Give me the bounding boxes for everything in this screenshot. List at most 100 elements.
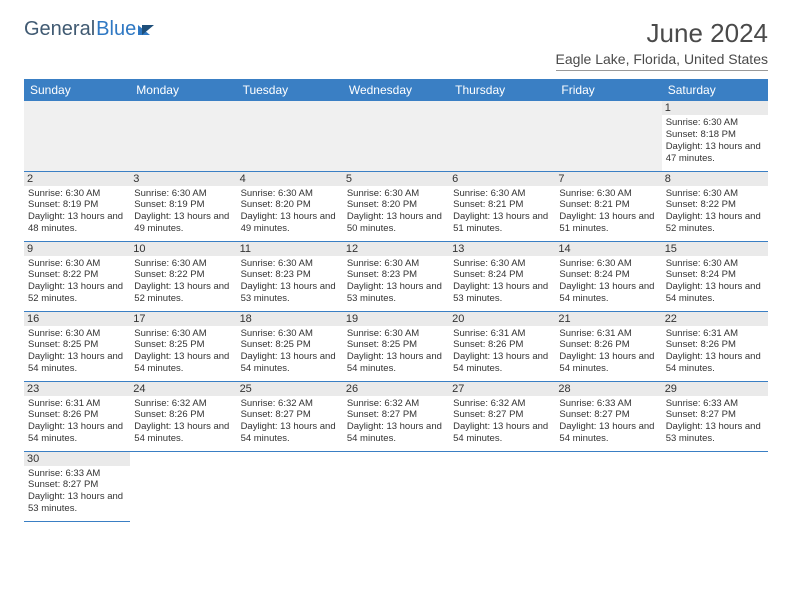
location-text: Eagle Lake, Florida, United States — [556, 51, 768, 71]
day-number: 9 — [24, 242, 130, 256]
day-number: 10 — [130, 242, 236, 256]
day-info: Sunrise: 6:33 AMSunset: 8:27 PMDaylight:… — [28, 468, 126, 516]
day-number: 3 — [130, 172, 236, 186]
day-number: 30 — [24, 452, 130, 466]
day-info: Sunrise: 6:30 AMSunset: 8:22 PMDaylight:… — [28, 258, 126, 306]
day-cell: 12 Sunrise: 6:30 AMSunset: 8:23 PMDayligh… — [343, 241, 449, 311]
day-cell — [555, 101, 661, 171]
dayhead-mon: Monday — [130, 79, 236, 101]
day-info: Sunrise: 6:32 AMSunset: 8:27 PMDaylight:… — [241, 398, 339, 446]
day-info: Sunrise: 6:32 AMSunset: 8:27 PMDaylight:… — [347, 398, 445, 446]
day-info: Sunrise: 6:30 AMSunset: 8:18 PMDaylight:… — [666, 117, 764, 165]
calendar-table: Sunday Monday Tuesday Wednesday Thursday… — [24, 79, 768, 522]
day-info: Sunrise: 6:30 AMSunset: 8:21 PMDaylight:… — [453, 188, 551, 236]
day-number: 25 — [237, 382, 343, 396]
dayhead-tue: Tuesday — [237, 79, 343, 101]
day-info: Sunrise: 6:32 AMSunset: 8:26 PMDaylight:… — [134, 398, 232, 446]
day-number: 17 — [130, 312, 236, 326]
day-info: Sunrise: 6:30 AMSunset: 8:24 PMDaylight:… — [666, 258, 764, 306]
day-cell: 10Sunrise: 6:30 AMSunset: 8:22 PMDayligh… — [130, 241, 236, 311]
day-info: Sunrise: 6:30 AMSunset: 8:25 PMDaylight:… — [134, 328, 232, 376]
day-cell: 17 Sunrise: 6:30 AMSunset: 8:25 PMDayligh… — [130, 311, 236, 381]
day-cell: 30 Sunrise: 6:33 AMSunset: 8:27 PMDayligh… — [24, 451, 130, 521]
day-cell: 14 Sunrise: 6:30 AMSunset: 8:24 PMDayligh… — [555, 241, 661, 311]
logo-sail-icon-2 — [142, 25, 154, 35]
day-cell: 18Sunrise: 6:30 AMSunset: 8:25 PMDayligh… — [237, 311, 343, 381]
day-number: 1 — [662, 101, 768, 115]
day-info: Sunrise: 6:30 AMSunset: 8:22 PMDaylight:… — [666, 188, 764, 236]
day-cell: 24Sunrise: 6:32 AMSunset: 8:26 PMDayligh… — [130, 381, 236, 451]
logo-text-1: General — [24, 18, 95, 41]
calendar-body: 1 Sunrise: 6:30 AMSunset: 8:18 PMDaylight… — [24, 101, 768, 521]
day-number: 19 — [343, 312, 449, 326]
dayhead-sun: Sunday — [24, 79, 130, 101]
day-cell — [343, 101, 449, 171]
day-cell: 29Sunrise: 6:33 AMSunset: 8:27 PMDayligh… — [662, 381, 768, 451]
day-info: Sunrise: 6:31 AMSunset: 8:26 PMDaylight:… — [559, 328, 657, 376]
logo: GeneralBlue — [24, 18, 154, 41]
day-info: Sunrise: 6:30 AMSunset: 8:24 PMDaylight:… — [453, 258, 551, 306]
day-number: 28 — [555, 382, 661, 396]
day-number: 22 — [662, 312, 768, 326]
day-info: Sunrise: 6:30 AMSunset: 8:23 PMDaylight:… — [347, 258, 445, 306]
day-info: Sunrise: 6:30 AMSunset: 8:20 PMDaylight:… — [241, 188, 339, 236]
day-cell: 25 Sunrise: 6:32 AMSunset: 8:27 PMDayligh… — [237, 381, 343, 451]
month-title: June 2024 — [556, 18, 768, 49]
day-cell: 3 Sunrise: 6:30 AMSunset: 8:19 PMDaylight… — [130, 171, 236, 241]
dayhead-wed: Wednesday — [343, 79, 449, 101]
day-info: Sunrise: 6:30 AMSunset: 8:20 PMDaylight:… — [347, 188, 445, 236]
day-cell: 20Sunrise: 6:31 AMSunset: 8:26 PMDayligh… — [449, 311, 555, 381]
day-cell — [24, 101, 130, 171]
day-info: Sunrise: 6:31 AMSunset: 8:26 PMDaylight:… — [453, 328, 551, 376]
day-number: 15 — [662, 242, 768, 256]
day-info: Sunrise: 6:30 AMSunset: 8:19 PMDaylight:… — [134, 188, 232, 236]
day-info: Sunrise: 6:30 AMSunset: 8:25 PMDaylight:… — [347, 328, 445, 376]
day-cell — [237, 451, 343, 521]
day-info: Sunrise: 6:31 AMSunset: 8:26 PMDaylight:… — [666, 328, 764, 376]
day-number: 13 — [449, 242, 555, 256]
day-cell: 7Sunrise: 6:30 AMSunset: 8:21 PMDaylight… — [555, 171, 661, 241]
day-cell: 4 Sunrise: 6:30 AMSunset: 8:20 PMDaylight… — [237, 171, 343, 241]
day-number: 16 — [24, 312, 130, 326]
day-number: 12 — [343, 242, 449, 256]
title-block: June 2024 Eagle Lake, Florida, United St… — [556, 18, 768, 71]
dayhead-thu: Thursday — [449, 79, 555, 101]
day-cell — [662, 451, 768, 521]
day-cell: 22 Sunrise: 6:31 AMSunset: 8:26 PMDayligh… — [662, 311, 768, 381]
dayhead-sat: Saturday — [662, 79, 768, 101]
week-row: 23Sunrise: 6:31 AMSunset: 8:26 PMDayligh… — [24, 381, 768, 451]
day-cell: 21 Sunrise: 6:31 AMSunset: 8:26 PMDayligh… — [555, 311, 661, 381]
day-cell: 8Sunrise: 6:30 AMSunset: 8:22 PMDaylight… — [662, 171, 768, 241]
day-info: Sunrise: 6:30 AMSunset: 8:25 PMDaylight:… — [241, 328, 339, 376]
day-cell — [343, 451, 449, 521]
week-row: 2Sunrise: 6:30 AMSunset: 8:19 PMDaylight… — [24, 171, 768, 241]
week-row: 30 Sunrise: 6:33 AMSunset: 8:27 PMDayligh… — [24, 451, 768, 521]
day-cell — [130, 101, 236, 171]
day-number: 27 — [449, 382, 555, 396]
day-cell: 19 Sunrise: 6:30 AMSunset: 8:25 PMDayligh… — [343, 311, 449, 381]
day-cell: 2Sunrise: 6:30 AMSunset: 8:19 PMDaylight… — [24, 171, 130, 241]
day-info: Sunrise: 6:30 AMSunset: 8:24 PMDaylight:… — [559, 258, 657, 306]
day-cell: 6Sunrise: 6:30 AMSunset: 8:21 PMDaylight… — [449, 171, 555, 241]
day-info: Sunrise: 6:32 AMSunset: 8:27 PMDaylight:… — [453, 398, 551, 446]
day-cell — [449, 451, 555, 521]
week-row: 9 Sunrise: 6:30 AMSunset: 8:22 PMDaylight… — [24, 241, 768, 311]
day-cell — [555, 451, 661, 521]
day-cell: 26Sunrise: 6:32 AMSunset: 8:27 PMDayligh… — [343, 381, 449, 451]
day-cell: 5 Sunrise: 6:30 AMSunset: 8:20 PMDaylight… — [343, 171, 449, 241]
week-row: 1 Sunrise: 6:30 AMSunset: 8:18 PMDaylight… — [24, 101, 768, 171]
day-number: 7 — [555, 172, 661, 186]
dayhead-fri: Friday — [555, 79, 661, 101]
day-info: Sunrise: 6:30 AMSunset: 8:19 PMDaylight:… — [28, 188, 126, 236]
day-number: 5 — [343, 172, 449, 186]
day-info: Sunrise: 6:31 AMSunset: 8:26 PMDaylight:… — [28, 398, 126, 446]
day-cell: 28Sunrise: 6:33 AMSunset: 8:27 PMDayligh… — [555, 381, 661, 451]
day-cell: 11Sunrise: 6:30 AMSunset: 8:23 PMDayligh… — [237, 241, 343, 311]
day-number: 21 — [555, 312, 661, 326]
day-number: 4 — [237, 172, 343, 186]
logo-text-2: Blue — [96, 18, 136, 41]
day-cell: 27 Sunrise: 6:32 AMSunset: 8:27 PMDayligh… — [449, 381, 555, 451]
day-info: Sunrise: 6:33 AMSunset: 8:27 PMDaylight:… — [666, 398, 764, 446]
week-row: 16 Sunrise: 6:30 AMSunset: 8:25 PMDayligh… — [24, 311, 768, 381]
day-number: 14 — [555, 242, 661, 256]
